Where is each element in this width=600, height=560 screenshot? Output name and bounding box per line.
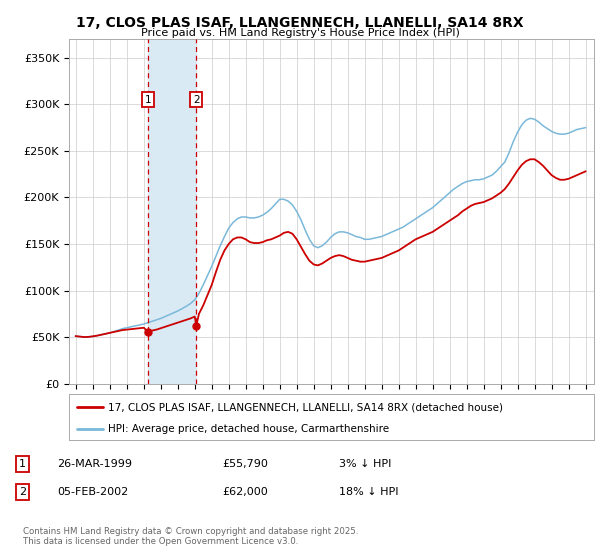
Text: HPI: Average price, detached house, Carmarthenshire: HPI: Average price, detached house, Carm…: [109, 424, 389, 435]
Text: Contains HM Land Registry data © Crown copyright and database right 2025.
This d: Contains HM Land Registry data © Crown c…: [23, 527, 358, 546]
Text: 1: 1: [19, 459, 26, 469]
Text: 1: 1: [145, 95, 151, 105]
Text: 17, CLOS PLAS ISAF, LLANGENNECH, LLANELLI, SA14 8RX: 17, CLOS PLAS ISAF, LLANGENNECH, LLANELL…: [76, 16, 524, 30]
Text: 18% ↓ HPI: 18% ↓ HPI: [339, 487, 398, 497]
Text: 05-FEB-2002: 05-FEB-2002: [57, 487, 128, 497]
Text: 17, CLOS PLAS ISAF, LLANGENNECH, LLANELLI, SA14 8RX (detached house): 17, CLOS PLAS ISAF, LLANGENNECH, LLANELL…: [109, 403, 503, 413]
Text: 26-MAR-1999: 26-MAR-1999: [57, 459, 132, 469]
Bar: [148, 39, 196, 384]
Text: 3% ↓ HPI: 3% ↓ HPI: [339, 459, 391, 469]
Text: £62,000: £62,000: [222, 487, 268, 497]
Text: £55,790: £55,790: [222, 459, 268, 469]
Text: Price paid vs. HM Land Registry's House Price Index (HPI): Price paid vs. HM Land Registry's House …: [140, 28, 460, 38]
Text: 2: 2: [19, 487, 26, 497]
Text: 2: 2: [193, 95, 200, 105]
